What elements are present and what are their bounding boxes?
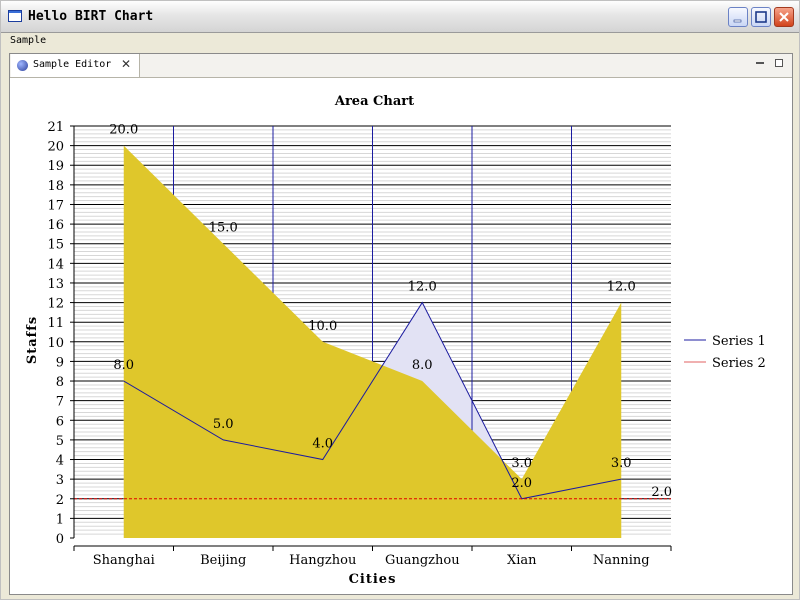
series-1-data-label: 8.0: [113, 358, 134, 373]
y-tick-label: 10: [47, 336, 64, 351]
y-axis-title: Staffs: [25, 316, 40, 364]
y-tick-label: 11: [47, 316, 64, 331]
x-axis-title: Cities: [349, 572, 397, 587]
tab-label: Sample Editor: [33, 59, 112, 70]
series-2-data-label: 20.0: [109, 123, 138, 138]
series-2-data-label: 3.0: [511, 456, 532, 471]
series-1-data-label: 3.0: [611, 456, 632, 471]
threshold-label: 2.0: [651, 485, 672, 500]
y-tick-label: 0: [56, 532, 64, 547]
editor-icon: [17, 60, 28, 71]
y-tick-label: 14: [47, 257, 64, 272]
y-tick-label: 16: [47, 218, 64, 233]
series-1-data-label: 5.0: [213, 417, 234, 432]
series-2-area: [123, 145, 622, 538]
series-2-data-label: 8.0: [412, 358, 433, 373]
menu-item-sample[interactable]: Sample: [10, 35, 47, 46]
maximize-button[interactable]: [751, 7, 771, 27]
x-tick-label: Beijing: [200, 553, 246, 568]
title-bar[interactable]: Hello BIRT Chart: [1, 1, 799, 33]
y-tick-label: 18: [47, 179, 64, 194]
close-icon: [779, 12, 789, 22]
x-tick-label: Shanghai: [93, 553, 155, 568]
window-icon: [8, 10, 22, 22]
editor-area: Sample Editor ✕ 2.0 0 1 2 3 4 5 6 7 8 9 10 11 12 13 14 1…: [9, 53, 793, 595]
window-title: Hello BIRT Chart: [28, 9, 154, 24]
close-button[interactable]: [774, 7, 794, 27]
minimize-button[interactable]: [728, 7, 748, 27]
series-2-data-label: 12.0: [607, 280, 636, 295]
minimize-icon: [733, 19, 742, 23]
y-tick-label: 12: [47, 297, 64, 312]
x-tick-label: Guangzhou: [385, 553, 460, 568]
legend-series-2-label: Series 2: [712, 356, 766, 371]
tab-sample-editor[interactable]: Sample Editor ✕: [11, 54, 140, 77]
y-tick-label: 17: [47, 198, 64, 213]
view-maximize-button[interactable]: [775, 59, 783, 67]
x-tick-label: Nanning: [593, 553, 650, 568]
editor-tab-strip: Sample Editor ✕: [10, 54, 792, 78]
tab-close-icon[interactable]: ✕: [121, 57, 132, 71]
y-tick-label: 13: [47, 277, 64, 292]
legend-series-1-label: Series 1: [712, 334, 766, 349]
y-tick-label: 4: [56, 454, 64, 469]
series-1-line: [123, 301, 622, 500]
series-2-data-label: 10.0: [308, 319, 337, 334]
series-1-data-label: 2.0: [511, 476, 532, 491]
series-2-data-label: 15.0: [209, 221, 238, 236]
y-tick-label: 19: [47, 159, 64, 174]
y-tick-label: 9: [56, 355, 64, 370]
y-tick-label: 6: [56, 414, 64, 429]
y-tick-label: 1: [56, 512, 64, 527]
x-tick-label: Xian: [507, 553, 537, 568]
y-tick-label: 5: [56, 434, 64, 449]
series-1-data-label: 4.0: [312, 437, 333, 452]
y-tick-label: 3: [56, 473, 64, 488]
view-minimize-button[interactable]: [756, 62, 764, 64]
maximize-icon: [755, 11, 767, 23]
chart-title: Area Chart: [334, 94, 414, 109]
y-tick-label: 21: [47, 120, 64, 135]
menu-bar: Sample: [1, 33, 799, 51]
x-tick-label: Hangzhou: [289, 553, 356, 568]
y-tick-label: 7: [56, 395, 64, 410]
series-1-data-label: 12.0: [408, 280, 437, 295]
y-tick-label: 15: [47, 238, 64, 253]
y-tick-label: 20: [47, 140, 64, 155]
y-tick-label: 8: [56, 375, 64, 390]
area-chart: 2.00123456789101112131415161718192021Sha…: [25, 94, 766, 587]
y-tick-label: 2: [56, 493, 64, 508]
